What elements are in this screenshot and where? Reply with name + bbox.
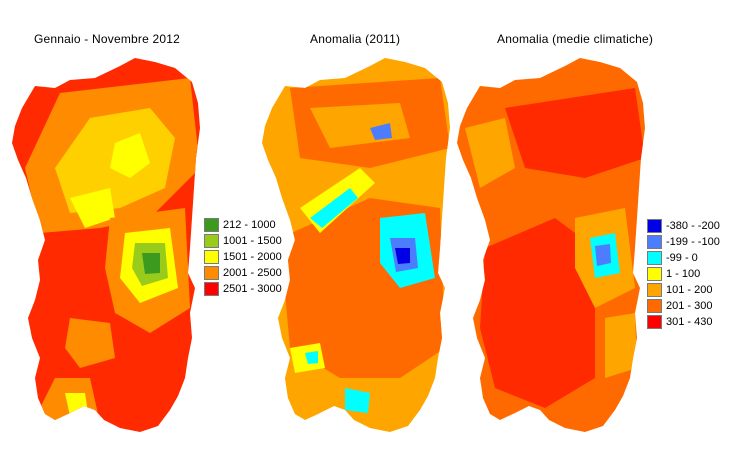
legend-item: 1501 - 2000 [204, 249, 282, 265]
legend-label: 1001 - 1500 [223, 235, 282, 247]
map-title-anomaly-2011: Anomalia (2011) [310, 32, 401, 46]
legend-item: 212 - 1000 [204, 217, 282, 233]
legend-item: 101 - 200 [647, 282, 720, 298]
legend-swatch [647, 251, 662, 265]
legend-label: 1501 - 2000 [223, 251, 282, 263]
legend-swatch [204, 234, 219, 248]
legend-item: -199 - -100 [647, 234, 720, 250]
legend-item: 2501 - 3000 [204, 281, 282, 297]
legend-swatch [647, 219, 662, 233]
legend-swatch [647, 267, 662, 281]
map-anomaly-2011 [250, 48, 470, 438]
sardinia-anomaly-climate-map [457, 58, 645, 432]
legend-swatch [204, 218, 219, 232]
legend-swatch [204, 282, 219, 296]
legend-item: 2001 - 2500 [204, 265, 282, 281]
legend-item: 1001 - 1500 [204, 233, 282, 249]
legend-label: 301 - 430 [666, 316, 713, 328]
legend-item: 201 - 300 [647, 298, 720, 314]
legend-swatch [647, 315, 662, 329]
legend-label: 201 - 300 [666, 300, 713, 312]
legend-swatch [647, 299, 662, 313]
map-precipitation-2012 [0, 48, 220, 438]
legend-label: 101 - 200 [666, 284, 713, 296]
legend-swatch [647, 235, 662, 249]
legend-item: -380 - -200 [647, 218, 720, 234]
legend-item: 1 - 100 [647, 266, 720, 282]
legend-swatch [204, 266, 219, 280]
map-anomaly-climate [445, 48, 665, 438]
map-title-anomaly-climate: Anomalia (medie climatiche) [497, 32, 654, 46]
legend-precipitation: 212 - 1000 1001 - 1500 1501 - 2000 2001 … [204, 217, 282, 297]
sardinia-anomaly-2011-map [262, 58, 450, 432]
legend-swatch [204, 250, 219, 264]
legend-label: -380 - -200 [666, 220, 720, 232]
legend-label: 2001 - 2500 [223, 267, 282, 279]
legend-item: 301 - 430 [647, 314, 720, 330]
legend-swatch [647, 283, 662, 297]
legend-anomaly: -380 - -200 -199 - -100 -99 - 0 1 - 100 … [647, 218, 720, 330]
map-title-precipitation: Gennaio - Novembre 2012 [34, 32, 181, 46]
legend-label: -99 - 0 [666, 252, 698, 264]
legend-label: 212 - 1000 [223, 219, 276, 231]
legend-item: -99 - 0 [647, 250, 720, 266]
sardinia-precipitation-map [12, 58, 200, 432]
legend-label: 2501 - 3000 [223, 283, 282, 295]
legend-label: -199 - -100 [666, 236, 720, 248]
legend-label: 1 - 100 [666, 268, 701, 280]
